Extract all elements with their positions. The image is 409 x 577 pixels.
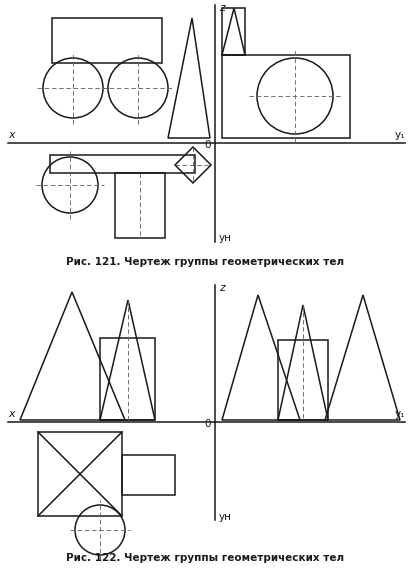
- Bar: [221, 55, 349, 138]
- Bar: [50, 155, 195, 173]
- Text: Рис. 121. Чертеж группы геометрических тел: Рис. 121. Чертеж группы геометрических т…: [66, 257, 343, 267]
- Text: x: x: [9, 130, 15, 140]
- Bar: [38, 432, 122, 516]
- Bar: [52, 18, 162, 63]
- Bar: [277, 340, 327, 420]
- Text: yн: yн: [218, 233, 231, 243]
- Text: z: z: [218, 283, 224, 293]
- Text: x: x: [9, 409, 15, 419]
- Text: yн: yн: [218, 512, 231, 522]
- Bar: [221, 8, 245, 55]
- Text: y₁: y₁: [394, 409, 404, 419]
- Text: y₁: y₁: [394, 130, 404, 140]
- Bar: [122, 455, 175, 495]
- Text: 0: 0: [204, 419, 211, 429]
- Bar: [100, 338, 155, 420]
- Text: Рис. 122. Чертеж группы геометрических тел: Рис. 122. Чертеж группы геометрических т…: [66, 553, 343, 563]
- Text: 0: 0: [204, 140, 211, 150]
- Bar: [115, 173, 164, 238]
- Text: z: z: [218, 3, 224, 13]
